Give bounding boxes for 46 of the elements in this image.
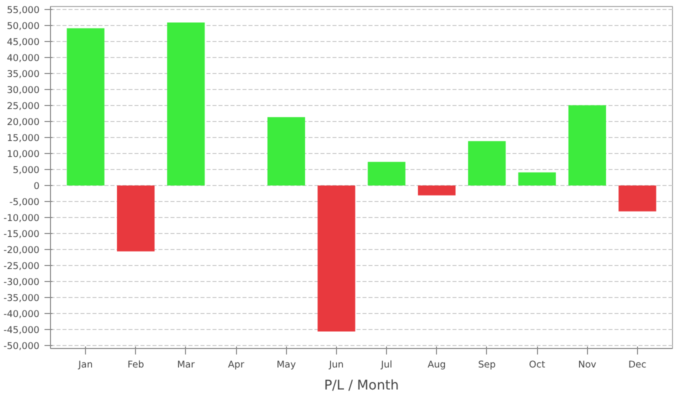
bar [318, 185, 356, 332]
bar [618, 185, 656, 212]
y-tick-label: -40,000 [3, 308, 40, 320]
y-tick-label: -15,000 [3, 228, 40, 240]
y-tick-label: 10,000 [6, 149, 40, 160]
x-tick-label: Jun [328, 360, 344, 370]
y-tick-label: 45,000 [6, 37, 40, 48]
bar [418, 185, 456, 196]
y-tick-label: -5,000 [9, 196, 40, 208]
x-tick-label: Jan [77, 360, 93, 370]
bar [116, 185, 155, 252]
bar [267, 117, 306, 186]
y-tick-label: 50,000 [6, 21, 40, 32]
y-tick-label: 15,000 [6, 133, 40, 144]
y-tick-label: -20,000 [3, 244, 40, 256]
y-tick-label: 5,000 [12, 165, 40, 176]
y-tick-label: -35,000 [3, 292, 40, 304]
y-tick-label: -45,000 [3, 324, 40, 336]
y-tick-label: 55,000 [6, 5, 40, 16]
y-tick-label: 35,000 [6, 69, 40, 80]
x-tick-label: Dec [628, 360, 646, 370]
bar [568, 105, 606, 186]
y-tick-label: -25,000 [3, 260, 40, 272]
bar [468, 141, 506, 186]
y-tick-label: 0 [34, 180, 40, 192]
bar [368, 162, 406, 186]
bar [167, 22, 205, 186]
x-tick-label: May [276, 360, 296, 370]
x-tick-label: Nov [578, 360, 597, 370]
y-tick-label: -50,000 [3, 340, 40, 352]
x-tick-label: Jul [380, 360, 392, 370]
y-tick-label: -10,000 [3, 212, 40, 224]
x-tick-label: Sep [478, 360, 496, 370]
y-tick-label: 25,000 [6, 101, 40, 112]
y-tick-label: 20,000 [6, 117, 40, 128]
x-tick-label: Apr [228, 360, 244, 370]
y-tick-label: -30,000 [3, 276, 40, 288]
y-tick-label: 40,000 [6, 53, 40, 64]
x-tick-label: Oct [529, 360, 546, 370]
y-tick-label: 30,000 [6, 85, 40, 96]
x-axis-title: P/L / Month [324, 378, 399, 394]
bar [66, 28, 104, 186]
bar [518, 172, 556, 186]
x-tick-label: Mar [177, 360, 195, 370]
x-tick-label: Feb [128, 360, 144, 370]
x-tick-label: Aug [428, 360, 446, 370]
